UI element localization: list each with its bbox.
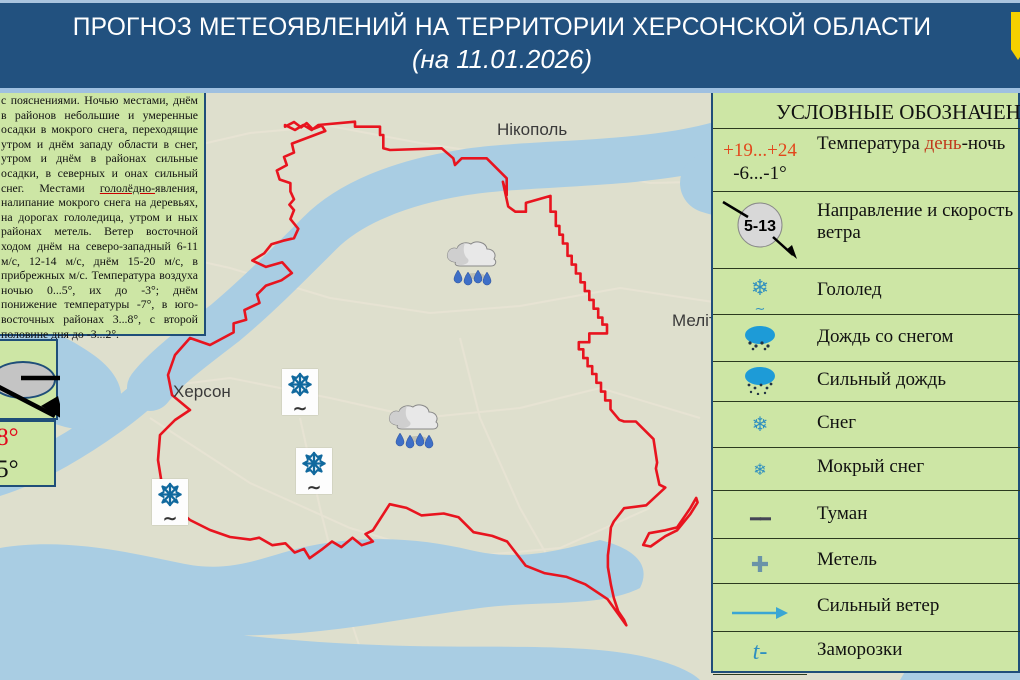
svg-text:5-13: 5-13	[744, 218, 776, 235]
